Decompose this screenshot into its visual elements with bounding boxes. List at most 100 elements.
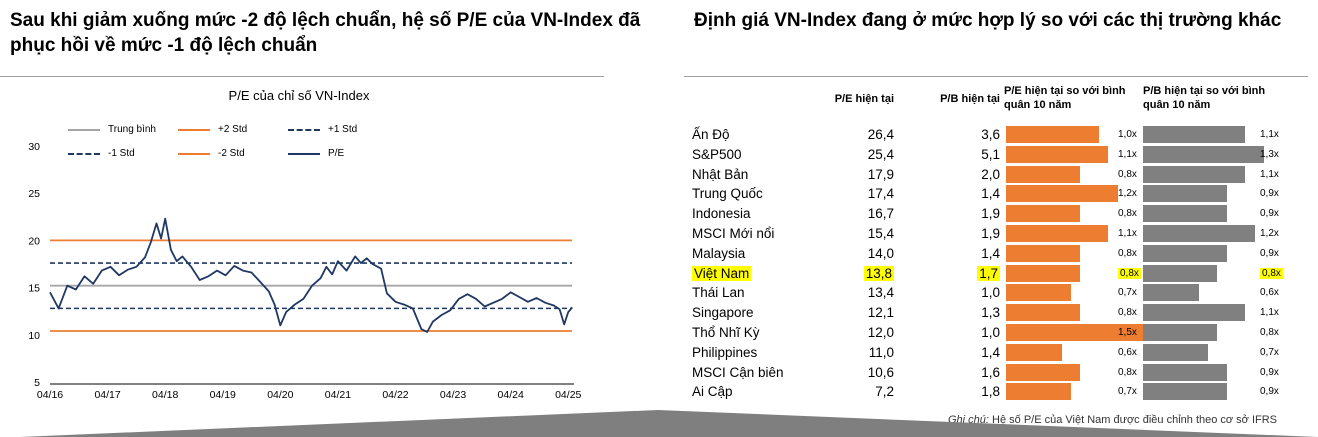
pb-label: 1,9 — [981, 226, 1000, 241]
table-row: Singapore 12,1 1,3 0,8x 1,1x — [684, 303, 1314, 322]
pb-value: 1,0 — [920, 323, 1000, 342]
table-row: Việt Nam 13,8 1,7 0,8x 0,8x — [684, 264, 1314, 283]
pe-ratio-label: 0,7x — [1118, 382, 1137, 401]
pb-ratio-bar — [1143, 165, 1246, 183]
x-tick-label: 04/24 — [498, 389, 524, 401]
legend-item-pe: P/E — [288, 148, 344, 159]
x-tick-label: 04/17 — [94, 389, 120, 401]
pe-label: 17,4 — [867, 186, 894, 202]
country-label: Thái Lan — [692, 285, 745, 301]
pb-label: 1,6 — [981, 364, 1000, 380]
pe-ratio-text: 1,0x — [1118, 129, 1137, 140]
pe-ratio-bar — [1006, 126, 1099, 143]
pe-value: 12,1 — [814, 303, 894, 322]
country-name: MSCI Cận biên — [692, 363, 784, 382]
pe-ratio-text: 0,8x — [1118, 366, 1137, 378]
pb-value: 1,9 — [920, 204, 1000, 223]
legend-label: +1 Std — [328, 124, 358, 135]
country-name: MSCI Mới nổi — [692, 224, 774, 243]
pe-ratio-label: 1,5x — [1118, 323, 1137, 342]
legend-label: Trung bình — [108, 124, 156, 135]
pe-ratio-text: 0,8x — [1118, 168, 1137, 180]
pe-ratio-text: 0,6x — [1118, 346, 1137, 358]
pe-label: 10,6 — [867, 364, 894, 380]
pe-ratio-bar — [1006, 225, 1109, 242]
pb-label: 1,4 — [981, 186, 1000, 202]
y-tick-label: 10 — [28, 330, 40, 342]
pb-label: 2,0 — [981, 166, 1000, 182]
pb-ratio-label: 0,7x — [1260, 343, 1279, 362]
pb-ratio-text: 0,9x — [1260, 386, 1279, 398]
pe-label: 14,0 — [867, 245, 894, 261]
pe-label: 13,4 — [867, 285, 894, 301]
table-row: Ấn Độ 26,4 3,6 1,0x 1,1x — [684, 125, 1314, 144]
pe-ratio-text: 1,5x — [1118, 327, 1137, 338]
pe-label: 13,8 — [863, 265, 894, 281]
right-headline: Định giá VN-Index đang ở mức hợp lý so v… — [694, 10, 1282, 31]
y-tick-label: 30 — [28, 141, 40, 153]
pe-ratio-text: 0,8x — [1118, 307, 1137, 319]
pe-label: 12,0 — [867, 325, 894, 340]
legend-label: +2 Std — [218, 124, 248, 135]
pb-ratio-label: 0,9x — [1260, 184, 1279, 203]
pb-ratio-label: 0,8x — [1260, 264, 1283, 283]
left-headline: Sau khi giảm xuống mức -2 độ lệch chuẩn,… — [10, 10, 641, 56]
country-label: Indonesia — [692, 206, 751, 222]
pb-ratio-bar — [1143, 244, 1227, 262]
pe-ratio-label: 0,8x — [1118, 264, 1141, 283]
country-name: Việt Nam — [692, 264, 752, 283]
x-tick-label: 04/20 — [267, 389, 293, 401]
pb-label: 1,4 — [981, 245, 1000, 261]
pe-ratio-bar — [1006, 343, 1062, 361]
pe-ratio-label: 1,1x — [1118, 224, 1137, 243]
legend-item-minus2: -2 Std — [178, 148, 245, 159]
x-tick-label: 04/16 — [37, 389, 63, 401]
pe-ratio-text: 0,7x — [1118, 386, 1137, 398]
table-row: Thổ Nhĩ Kỳ 12,0 1,0 1,5x 0,8x — [684, 323, 1314, 342]
x-tick-label: 04/22 — [382, 389, 408, 401]
x-tick-label: 04/18 — [152, 389, 178, 401]
table-row: MSCI Cận biên 10,6 1,6 0,8x 0,9x — [684, 363, 1314, 382]
pe-value: 13,4 — [814, 283, 894, 302]
pe-value: 7,2 — [814, 382, 894, 401]
legend-swatch — [68, 152, 100, 155]
pe-ratio-label: 0,8x — [1118, 303, 1137, 322]
pb-ratio-label: 0,9x — [1260, 204, 1279, 223]
table-row: Philippines 11,0 1,4 0,6x 0,7x — [684, 343, 1314, 362]
pb-label: 1,8 — [981, 384, 1000, 400]
pe-ratio-text: 0,8x — [1118, 208, 1137, 220]
pe-value: 14,0 — [814, 244, 894, 263]
country-name: Nhật Bản — [692, 165, 748, 184]
pb-ratio-text: 0,9x — [1260, 208, 1279, 220]
country-label: Nhật Bản — [692, 166, 749, 182]
y-tick-label: 15 — [28, 283, 40, 295]
country-label: MSCI Cận biên — [692, 364, 784, 380]
pe-ratio-bar — [1006, 324, 1146, 341]
country-label: Malaysia — [692, 245, 746, 261]
pb-ratio-bar — [1143, 185, 1227, 203]
pb-ratio-text: 0,9x — [1260, 247, 1279, 259]
pb-label: 1,4 — [981, 344, 1000, 360]
pb-ratio-bar — [1143, 284, 1199, 302]
valuation-table: P/E hiện tại P/B hiện tại P/E hiện tại s… — [684, 80, 1314, 410]
pb-label: 1,9 — [981, 206, 1000, 222]
legend-swatch — [178, 152, 210, 155]
country-name: Ai Cập — [692, 382, 733, 401]
pe-value: 11,0 — [814, 343, 894, 362]
pb-value: 1,4 — [920, 184, 1000, 203]
pe-value: 13,8 — [814, 264, 894, 283]
pb-ratio-bar — [1143, 126, 1246, 143]
country-label: S&P500 — [692, 146, 742, 162]
col-header-pb: P/B hiện tại — [940, 93, 1000, 105]
pb-value: 1,8 — [920, 382, 1000, 401]
pe-ratio-bar — [1006, 205, 1081, 223]
pb-ratio-bar — [1143, 145, 1264, 163]
pb-ratio-bar — [1143, 264, 1218, 282]
pb-ratio-text: 1,1x — [1260, 129, 1279, 140]
pb-label: 1,0 — [981, 325, 1000, 340]
pb-ratio-label: 0,9x — [1260, 244, 1279, 263]
pe-label: 26,4 — [867, 127, 894, 142]
right-divider — [684, 76, 1308, 77]
pe-ratio-text: 0,7x — [1118, 287, 1137, 299]
pe-label: 17,9 — [867, 166, 894, 182]
